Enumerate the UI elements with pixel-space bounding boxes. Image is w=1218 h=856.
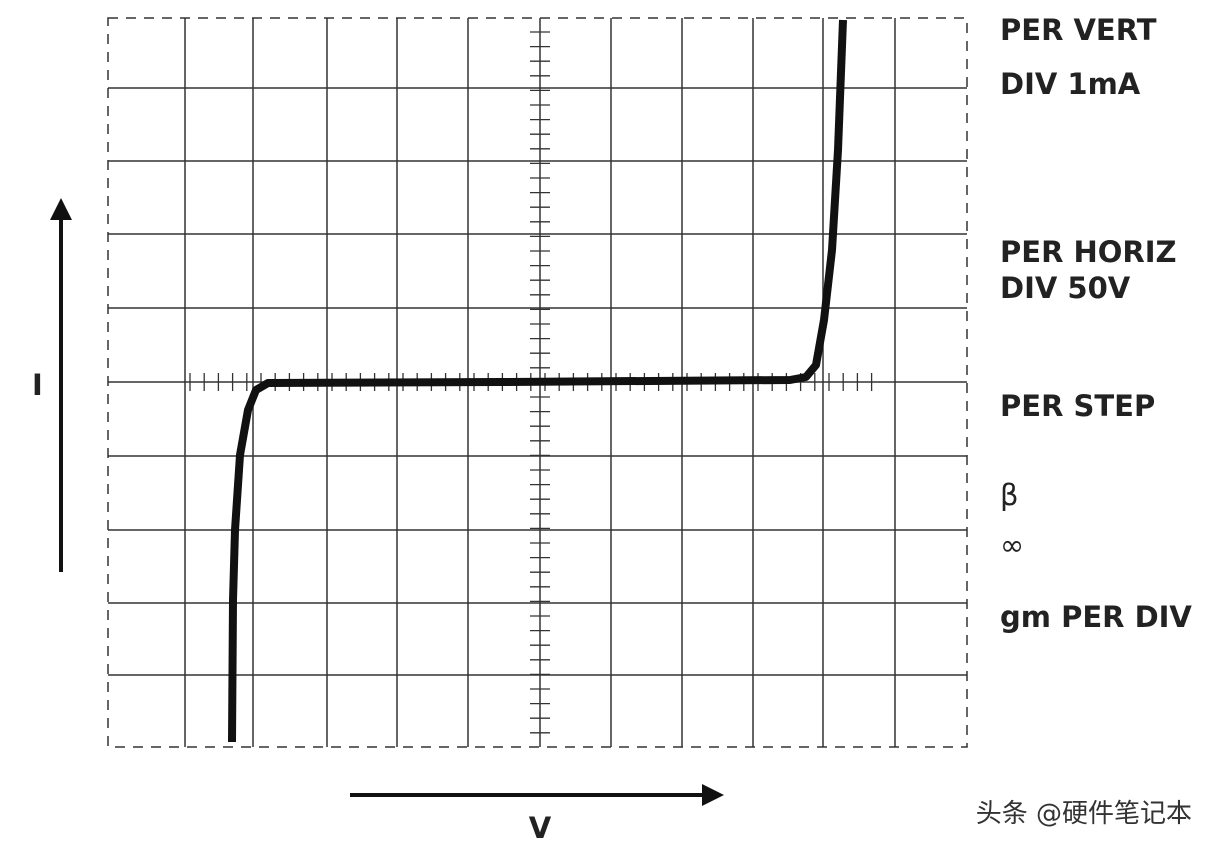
side-label: PER VERT [1000,13,1157,47]
side-label: PER STEP [1000,389,1155,423]
current-label: I [32,368,43,402]
side-label: PER HORIZ [1000,235,1177,269]
side-label: gm PER DIV [1000,600,1192,634]
voltage-arrow-head [702,784,724,806]
watermark: 头条 @硬件笔记本 [976,799,1192,829]
side-label: ∞ [1000,528,1024,562]
voltage-label: V [529,811,552,845]
screen-border [107,17,968,748]
side-label: β [1000,478,1019,512]
current-arrow-head [50,198,72,220]
graticule [108,18,967,747]
iv-curve [228,19,847,743]
side-label: DIV 1mA [1000,67,1141,101]
side-label: DIV 50V [1000,271,1131,305]
